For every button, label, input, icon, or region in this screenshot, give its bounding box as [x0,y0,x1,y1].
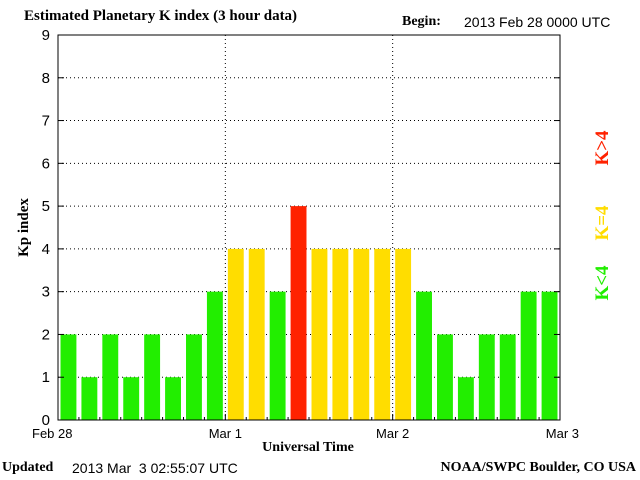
x-tick-label: Mar 3 [546,426,579,441]
kp-bar [186,334,202,420]
kp-bar [206,291,223,420]
kp-bar [81,377,98,420]
legend-label: K>4 [592,130,613,166]
y-tick-label: 6 [42,155,50,172]
y-tick-label: 0 [42,412,50,429]
y-tick-label: 3 [42,284,50,301]
y-axis-ticks: 0 1 2 3 4 5 6 7 8 9 [42,27,560,429]
y-tick-label: 9 [42,27,50,44]
kp-bar [457,377,474,420]
y-tick-label: 7 [42,113,50,130]
bar-series [60,206,558,420]
kp-bar [269,291,286,420]
kp-bar [311,248,328,420]
kp-bar [102,334,119,420]
y-tick-label: 4 [42,241,50,258]
kp-bar [395,248,412,420]
kp-bar [478,334,495,420]
kp-bar [60,334,77,420]
kp-bar [165,377,181,420]
begin-value: 2013 Feb 28 0000 UTC [464,14,611,30]
source-credit: NOAA/SWPC Boulder, CO USA [440,460,636,475]
kp-bar [374,248,391,420]
x-axis-ticks: Feb 28 Mar 1 Mar 2 Mar 3 [32,414,579,441]
kp-bar [353,248,370,420]
y-tick-label: 2 [42,326,50,343]
grid-lines [58,35,560,420]
x-tick-label: Feb 28 [32,426,72,441]
updated-label: Updated [2,460,54,475]
kp-bar [248,248,265,420]
kp-bar [144,334,161,420]
kp-bar [227,248,244,420]
kp-bar [416,291,432,420]
y-tick-label: 1 [42,369,50,386]
kp-bar [332,248,349,420]
y-tick-label: 8 [42,70,50,87]
y-tick-label: 5 [42,198,50,215]
updated-timestamp: 2013 Mar 3 02:55:07 UTC [72,460,238,476]
chart-title: Estimated Planetary K index (3 hour data… [24,8,298,24]
begin-label: Begin: [402,14,441,29]
x-axis-label: Universal Time [262,440,354,455]
legend-label: K<4 [592,265,613,301]
legend-label: K=4 [592,205,613,241]
x-tick-label: Mar 2 [376,426,409,441]
y-axis-label: Kp index [16,198,32,257]
kp-bar [290,206,307,420]
kp-bar [123,377,140,420]
legend: K<4 K=4 K>4 [592,130,613,301]
kp-bar [541,291,558,420]
x-tick-label: Mar 1 [209,426,242,441]
kp-bar [520,291,537,420]
kp-bar [499,334,516,420]
kp-bar [437,334,453,420]
